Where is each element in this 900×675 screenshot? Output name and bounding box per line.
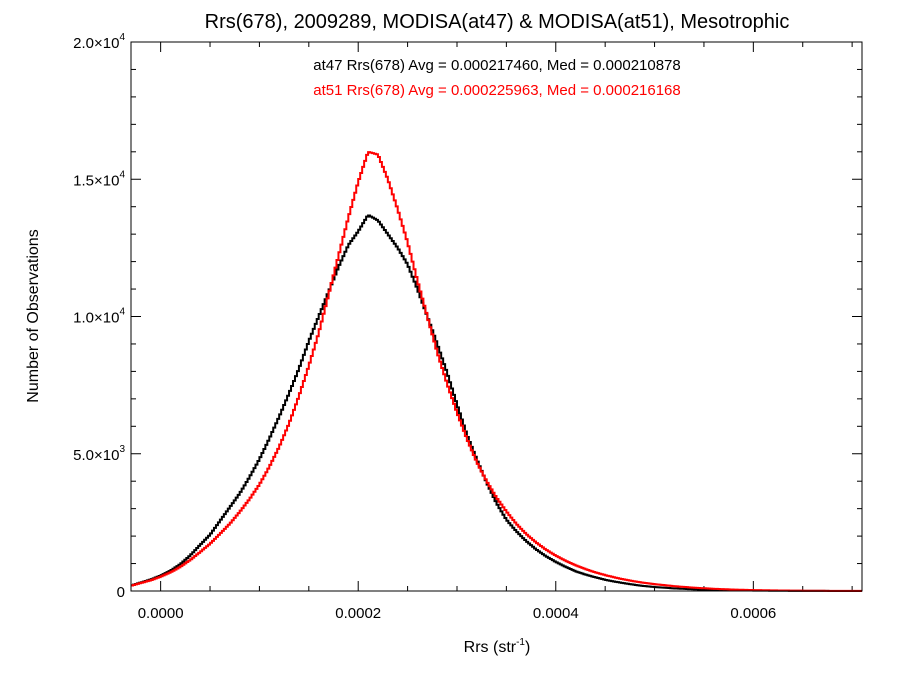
- chart-title: Rrs(678), 2009289, MODISA(at47) & MODISA…: [205, 11, 790, 33]
- series-line-at51: [131, 151, 862, 592]
- legend-at47: at47 Rrs(678) Avg = 0.000217460, Med = 0…: [313, 57, 681, 74]
- x-axis-label-base: Rrs (str: [464, 639, 517, 656]
- y-tick-label: 1.5×104: [73, 169, 125, 189]
- x-tick-label: 0.0004: [533, 605, 579, 622]
- legend-at51: at51 Rrs(678) Avg = 0.000225963, Med = 0…: [313, 82, 681, 99]
- x-axis-label-sup: -1: [516, 637, 525, 648]
- series-layer: [131, 151, 862, 592]
- axis-ticks: 0.0000 0.0002 0.0004 0.0006 0 5.0×103 1.0×104 1…: [73, 32, 862, 622]
- y-tick-label: 1.0×104: [73, 307, 125, 327]
- x-axis-label-close: ): [525, 639, 530, 656]
- x-tick-label: 0.0002: [335, 605, 381, 622]
- x-axis-label: Rrs (str-1): [464, 637, 531, 656]
- y-tick-label: 5.0×103: [73, 444, 125, 464]
- y-tick-label: 2.0×104: [73, 32, 125, 52]
- x-tick-label: 0.0006: [730, 605, 776, 622]
- y-tick-label: 0: [117, 584, 125, 601]
- series-line-at47: [131, 214, 862, 592]
- y-axis-label: Number of Observations: [25, 229, 42, 402]
- plot-frame: [130, 41, 863, 592]
- x-tick-label: 0.0000: [138, 605, 184, 622]
